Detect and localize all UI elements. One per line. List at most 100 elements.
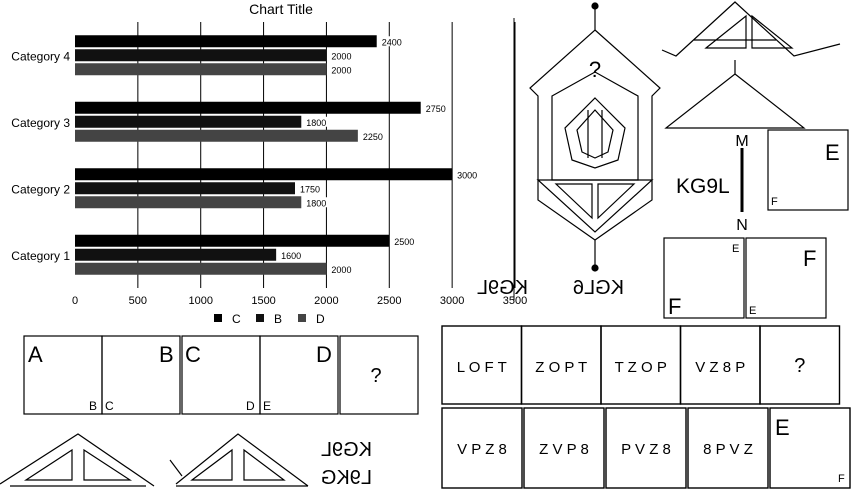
strip-cell-5 xyxy=(339,335,419,415)
category-label: Category 2 xyxy=(11,182,70,196)
legend-label: B xyxy=(274,312,282,326)
top-dot-icon xyxy=(591,2,599,10)
bar-b xyxy=(75,49,327,62)
roof-outline-1 xyxy=(0,433,155,487)
sequence-cell xyxy=(441,407,523,489)
bar-b xyxy=(75,248,277,261)
data-label: 1800 xyxy=(306,118,326,128)
sequence-big-e: E xyxy=(775,415,790,440)
data-label: 2000 xyxy=(331,65,351,75)
bottom-triangle-band xyxy=(536,179,654,233)
x-tick-label: 1000 xyxy=(188,295,212,307)
mirrored-bottom-text-1: KG9L xyxy=(321,439,372,461)
sequence-text: Z V P 8 xyxy=(539,441,589,458)
sequence-text: P V Z 8 xyxy=(621,441,671,458)
sequence-small-f: F xyxy=(838,473,845,485)
sequence-text: Z O P T xyxy=(535,359,587,376)
sequence-grid: L O F T Z O P T T Z O P V Z 8 P? V P Z 8 Z V… xyxy=(441,325,851,489)
hexagon-question-mark: ? xyxy=(589,57,601,82)
x-tick-label: 500 xyxy=(129,295,147,307)
chart-category-labels: Category 1 Category 2 Category 3 Category 4 xyxy=(11,49,70,263)
chart-bars: 2500 1600 2000 3000 1750 1800 2750 1800 2250 2400… xyxy=(75,35,481,275)
data-label-bg xyxy=(303,116,330,127)
sequence-cell-e-f xyxy=(769,407,851,489)
strip-cell-4 xyxy=(259,335,339,415)
mirrored-text-2: KGL6 xyxy=(573,277,624,299)
x-tick-label: 0 xyxy=(72,295,78,307)
roof-2-right-triangle xyxy=(243,448,286,481)
legend-label: C xyxy=(232,312,241,326)
bar-c xyxy=(75,35,377,48)
box-small-f: F xyxy=(771,196,778,208)
roof-2-stub xyxy=(169,459,183,477)
roof-2-left-triangle xyxy=(190,448,233,481)
x-tick-label: 3500 xyxy=(503,295,527,307)
legend-swatch xyxy=(256,314,264,322)
chart-title: Chart Title xyxy=(249,1,313,17)
bottom-right-triangle xyxy=(597,183,636,220)
sequence-cell xyxy=(523,407,605,489)
sequence-cell xyxy=(687,407,769,489)
data-label: 2000 xyxy=(331,265,351,275)
strip-big-c: C xyxy=(185,342,201,367)
legend-swatch xyxy=(298,314,306,322)
roof-1-right-triangle xyxy=(83,448,133,481)
bar-chart: Chart Title 2500 1600 2000 3000 1750 1800 2750… xyxy=(11,1,527,326)
bar-b xyxy=(75,182,295,195)
sequence-cell xyxy=(605,407,687,489)
data-label-bg xyxy=(303,197,330,208)
bar-d xyxy=(75,262,327,275)
strip-small-b: B xyxy=(89,399,97,413)
sequence-row-2: V P Z 8 Z V P 8 P V Z 8 8 P V Z xyxy=(441,407,769,489)
category-label: Category 4 xyxy=(11,49,70,63)
diamond-inner xyxy=(576,109,614,159)
sequence-cell xyxy=(759,325,841,405)
letter-strip: A B B C C D D E ? xyxy=(23,335,419,415)
pair-left-big-f: F xyxy=(668,294,681,319)
strip-question-mark: ? xyxy=(370,365,381,387)
x-tick-label: 2500 xyxy=(377,295,401,307)
bar-c xyxy=(75,234,390,247)
bar-b xyxy=(75,115,302,128)
legend-swatch xyxy=(214,314,222,322)
roof-left-triangle xyxy=(704,14,747,49)
chart-tick-labels: 0 500 1000 1500 2000 2500 3000 3500 xyxy=(72,295,527,307)
pair-right-big-f: F xyxy=(803,246,816,271)
strip-cell-2 xyxy=(101,335,181,415)
pair-box-right xyxy=(745,237,827,319)
data-label: 2400 xyxy=(382,37,402,47)
data-label-bg xyxy=(359,130,386,141)
sequence-text: V Z 8 P xyxy=(695,359,745,376)
data-label-bg xyxy=(422,102,449,113)
label-n: N xyxy=(736,217,748,234)
box-e-f xyxy=(767,129,849,211)
bar-d xyxy=(75,129,358,142)
bar-c xyxy=(75,101,421,114)
sequence-row-1: L O F T Z O P T T Z O P V Z 8 P? xyxy=(441,325,841,405)
data-label: 2500 xyxy=(394,237,414,247)
strip-big-a: A xyxy=(28,342,43,367)
large-triangle xyxy=(664,73,806,129)
roof-1-left-triangle xyxy=(23,448,73,481)
sequence-text: V P Z 8 xyxy=(457,441,507,458)
data-label: 2000 xyxy=(331,51,351,61)
label-kg9l: KG9L xyxy=(676,175,730,198)
data-label-bg xyxy=(378,36,405,47)
hexagon-figure xyxy=(529,2,661,272)
data-label: 3000 xyxy=(457,170,477,180)
data-label-bg xyxy=(454,169,481,180)
bar-d xyxy=(75,63,327,76)
x-tick-label: 2000 xyxy=(314,295,338,307)
roof-outline-2 xyxy=(175,433,309,487)
data-label: 1600 xyxy=(281,251,301,261)
strip-small-d: D xyxy=(246,399,255,413)
data-label-bg xyxy=(328,263,355,274)
data-label: 1800 xyxy=(306,198,326,208)
data-label-bg xyxy=(278,249,305,260)
sequence-text: ? xyxy=(794,355,805,377)
strip-big-d: D xyxy=(316,342,332,367)
bar-c xyxy=(75,168,453,181)
bottom-left-triangle xyxy=(554,183,593,220)
